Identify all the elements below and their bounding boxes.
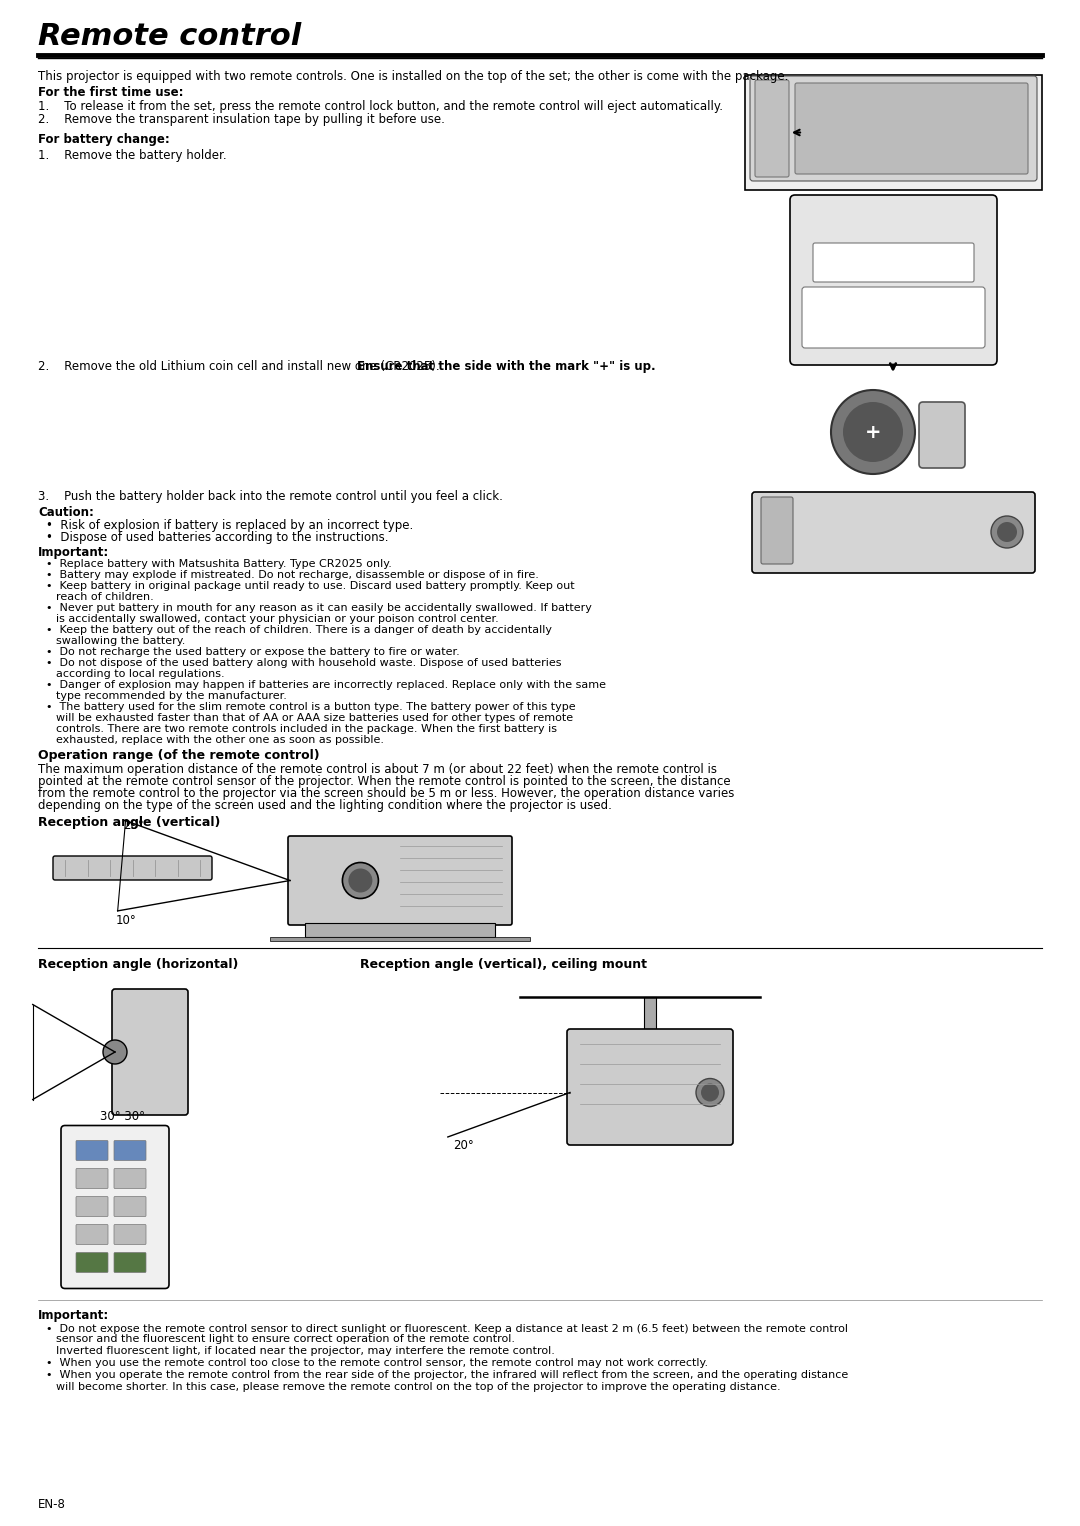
Text: •  Risk of explosion if battery is replaced by an incorrect type.: • Risk of explosion if battery is replac…: [46, 519, 414, 533]
Text: 3.    Push the battery holder back into the remote control until you feel a clic: 3. Push the battery holder back into the…: [38, 490, 503, 504]
Text: Remote control: Remote control: [38, 21, 301, 50]
Text: •  Keep battery in original package until ready to use. Discard used battery pro: • Keep battery in original package until…: [46, 581, 575, 591]
Bar: [270, 937, 530, 942]
Text: EN-8: EN-8: [38, 1499, 66, 1511]
FancyBboxPatch shape: [755, 79, 789, 177]
Text: Operation range (of the remote control): Operation range (of the remote control): [38, 749, 320, 761]
Text: •  Do not dispose of the used battery along with household waste. Dispose of use: • Do not dispose of the used battery alo…: [46, 658, 562, 668]
FancyBboxPatch shape: [919, 401, 966, 468]
Circle shape: [701, 1083, 719, 1102]
FancyBboxPatch shape: [114, 1253, 146, 1273]
Text: •  Dispose of used batteries according to the instructions.: • Dispose of used batteries according to…: [46, 531, 389, 543]
Text: from the remote control to the projector via the screen should be 5 m or less. H: from the remote control to the projector…: [38, 787, 734, 800]
Bar: [745, 75, 1042, 191]
Text: sensor and the fluorescent light to ensure correct operation of the remote contr: sensor and the fluorescent light to ensu…: [56, 1335, 515, 1344]
Circle shape: [843, 401, 903, 462]
Text: Important:: Important:: [38, 1309, 109, 1323]
Text: •  The battery used for the slim remote control is a button type. The battery po: • The battery used for the slim remote c…: [46, 702, 576, 713]
Bar: [305, 923, 495, 937]
Text: according to local regulations.: according to local regulations.: [56, 668, 225, 679]
Text: •  When you use the remote control too close to the remote control sensor, the r: • When you use the remote control too cl…: [46, 1358, 708, 1367]
FancyBboxPatch shape: [813, 243, 974, 282]
Text: 30° 30°: 30° 30°: [100, 1109, 145, 1123]
FancyBboxPatch shape: [60, 1126, 168, 1288]
FancyBboxPatch shape: [789, 195, 997, 365]
Text: +: +: [865, 423, 881, 441]
Text: 20°: 20°: [453, 1138, 474, 1152]
Circle shape: [349, 868, 373, 893]
Text: •  Battery may explode if mistreated. Do not recharge, disassemble or dispose of: • Battery may explode if mistreated. Do …: [46, 571, 539, 580]
FancyBboxPatch shape: [53, 856, 212, 881]
Text: •  Do not expose the remote control sensor to direct sunlight or fluorescent. Ke: • Do not expose the remote control senso…: [46, 1323, 848, 1334]
Text: 20°: 20°: [123, 818, 145, 832]
Text: Reception angle (horizontal): Reception angle (horizontal): [38, 958, 239, 971]
Circle shape: [696, 1079, 724, 1106]
FancyBboxPatch shape: [114, 1140, 146, 1160]
FancyBboxPatch shape: [76, 1169, 108, 1189]
FancyBboxPatch shape: [802, 287, 985, 348]
Text: Reception angle (vertical), ceiling mount: Reception angle (vertical), ceiling moun…: [360, 958, 647, 971]
Text: exhausted, replace with the other one as soon as possible.: exhausted, replace with the other one as…: [56, 736, 384, 745]
Text: For battery change:: For battery change:: [38, 133, 170, 146]
Text: 2.    Remove the old Lithium coin cell and install new one (CR2025).: 2. Remove the old Lithium coin cell and …: [38, 360, 444, 372]
Text: 2.    Remove the transparent insulation tape by pulling it before use.: 2. Remove the transparent insulation tap…: [38, 113, 445, 127]
Text: Important:: Important:: [38, 546, 109, 559]
FancyBboxPatch shape: [795, 82, 1028, 174]
Text: 1.    Remove the battery holder.: 1. Remove the battery holder.: [38, 150, 227, 162]
FancyBboxPatch shape: [752, 491, 1035, 572]
FancyBboxPatch shape: [112, 989, 188, 1116]
FancyBboxPatch shape: [567, 1029, 733, 1144]
Text: •  Keep the battery out of the reach of children. There is a danger of death by : • Keep the battery out of the reach of c…: [46, 626, 552, 635]
FancyBboxPatch shape: [76, 1196, 108, 1216]
Text: •  Do not recharge the used battery or expose the battery to fire or water.: • Do not recharge the used battery or ex…: [46, 647, 460, 658]
FancyBboxPatch shape: [750, 76, 1037, 182]
Text: The maximum operation distance of the remote control is about 7 m (or about 22 f: The maximum operation distance of the re…: [38, 763, 717, 777]
Circle shape: [342, 862, 378, 899]
Text: will be exhausted faster than that of AA or AAA size batteries used for other ty: will be exhausted faster than that of AA…: [56, 713, 573, 723]
Text: pointed at the remote control sensor of the projector. When the remote control i: pointed at the remote control sensor of …: [38, 775, 731, 787]
Circle shape: [103, 1041, 127, 1064]
Text: •  When you operate the remote control from the rear side of the projector, the : • When you operate the remote control fr…: [46, 1370, 848, 1381]
FancyBboxPatch shape: [288, 836, 512, 925]
Text: depending on the type of the screen used and the lighting condition where the pr: depending on the type of the screen used…: [38, 800, 612, 812]
Text: type recommended by the manufacturer.: type recommended by the manufacturer.: [56, 691, 287, 700]
Text: •  Danger of explosion may happen if batteries are incorrectly replaced. Replace: • Danger of explosion may happen if batt…: [46, 681, 606, 690]
Circle shape: [997, 522, 1017, 542]
Circle shape: [991, 516, 1023, 548]
Text: 10°: 10°: [116, 914, 136, 926]
Text: Reception angle (vertical): Reception angle (vertical): [38, 816, 220, 829]
Text: controls. There are two remote controls included in the package. When the first : controls. There are two remote controls …: [56, 723, 557, 734]
Text: 1.    To release it from the set, press the remote control lock button, and the : 1. To release it from the set, press the…: [38, 101, 723, 113]
Text: This projector is equipped with two remote controls. One is installed on the top: This projector is equipped with two remo…: [38, 70, 788, 82]
Text: For the first time use:: For the first time use:: [38, 85, 184, 99]
Text: will become shorter. In this case, please remove the remote control on the top o: will become shorter. In this case, pleas…: [56, 1381, 781, 1392]
Text: is accidentally swallowed, contact your physician or your poison control center.: is accidentally swallowed, contact your …: [56, 613, 499, 624]
FancyBboxPatch shape: [114, 1169, 146, 1189]
Text: Caution:: Caution:: [38, 507, 94, 519]
FancyBboxPatch shape: [114, 1224, 146, 1245]
FancyBboxPatch shape: [761, 497, 793, 565]
Text: reach of children.: reach of children.: [56, 592, 153, 601]
Text: •  Replace battery with Matsushita Battery. Type CR2025 only.: • Replace battery with Matsushita Batter…: [46, 559, 392, 569]
Text: swallowing the battery.: swallowing the battery.: [56, 636, 186, 645]
Text: •  Never put battery in mouth for any reason as it can easily be accidentally sw: • Never put battery in mouth for any rea…: [46, 603, 592, 613]
Bar: [644, 996, 656, 1032]
FancyBboxPatch shape: [76, 1253, 108, 1273]
FancyBboxPatch shape: [76, 1140, 108, 1160]
Text: Inverted fluorescent light, if located near the projector, may interfere the rem: Inverted fluorescent light, if located n…: [56, 1346, 555, 1355]
FancyBboxPatch shape: [114, 1196, 146, 1216]
FancyBboxPatch shape: [76, 1224, 108, 1245]
Circle shape: [831, 391, 915, 475]
Text: Ensure that the side with the mark "+" is up.: Ensure that the side with the mark "+" i…: [356, 360, 656, 372]
